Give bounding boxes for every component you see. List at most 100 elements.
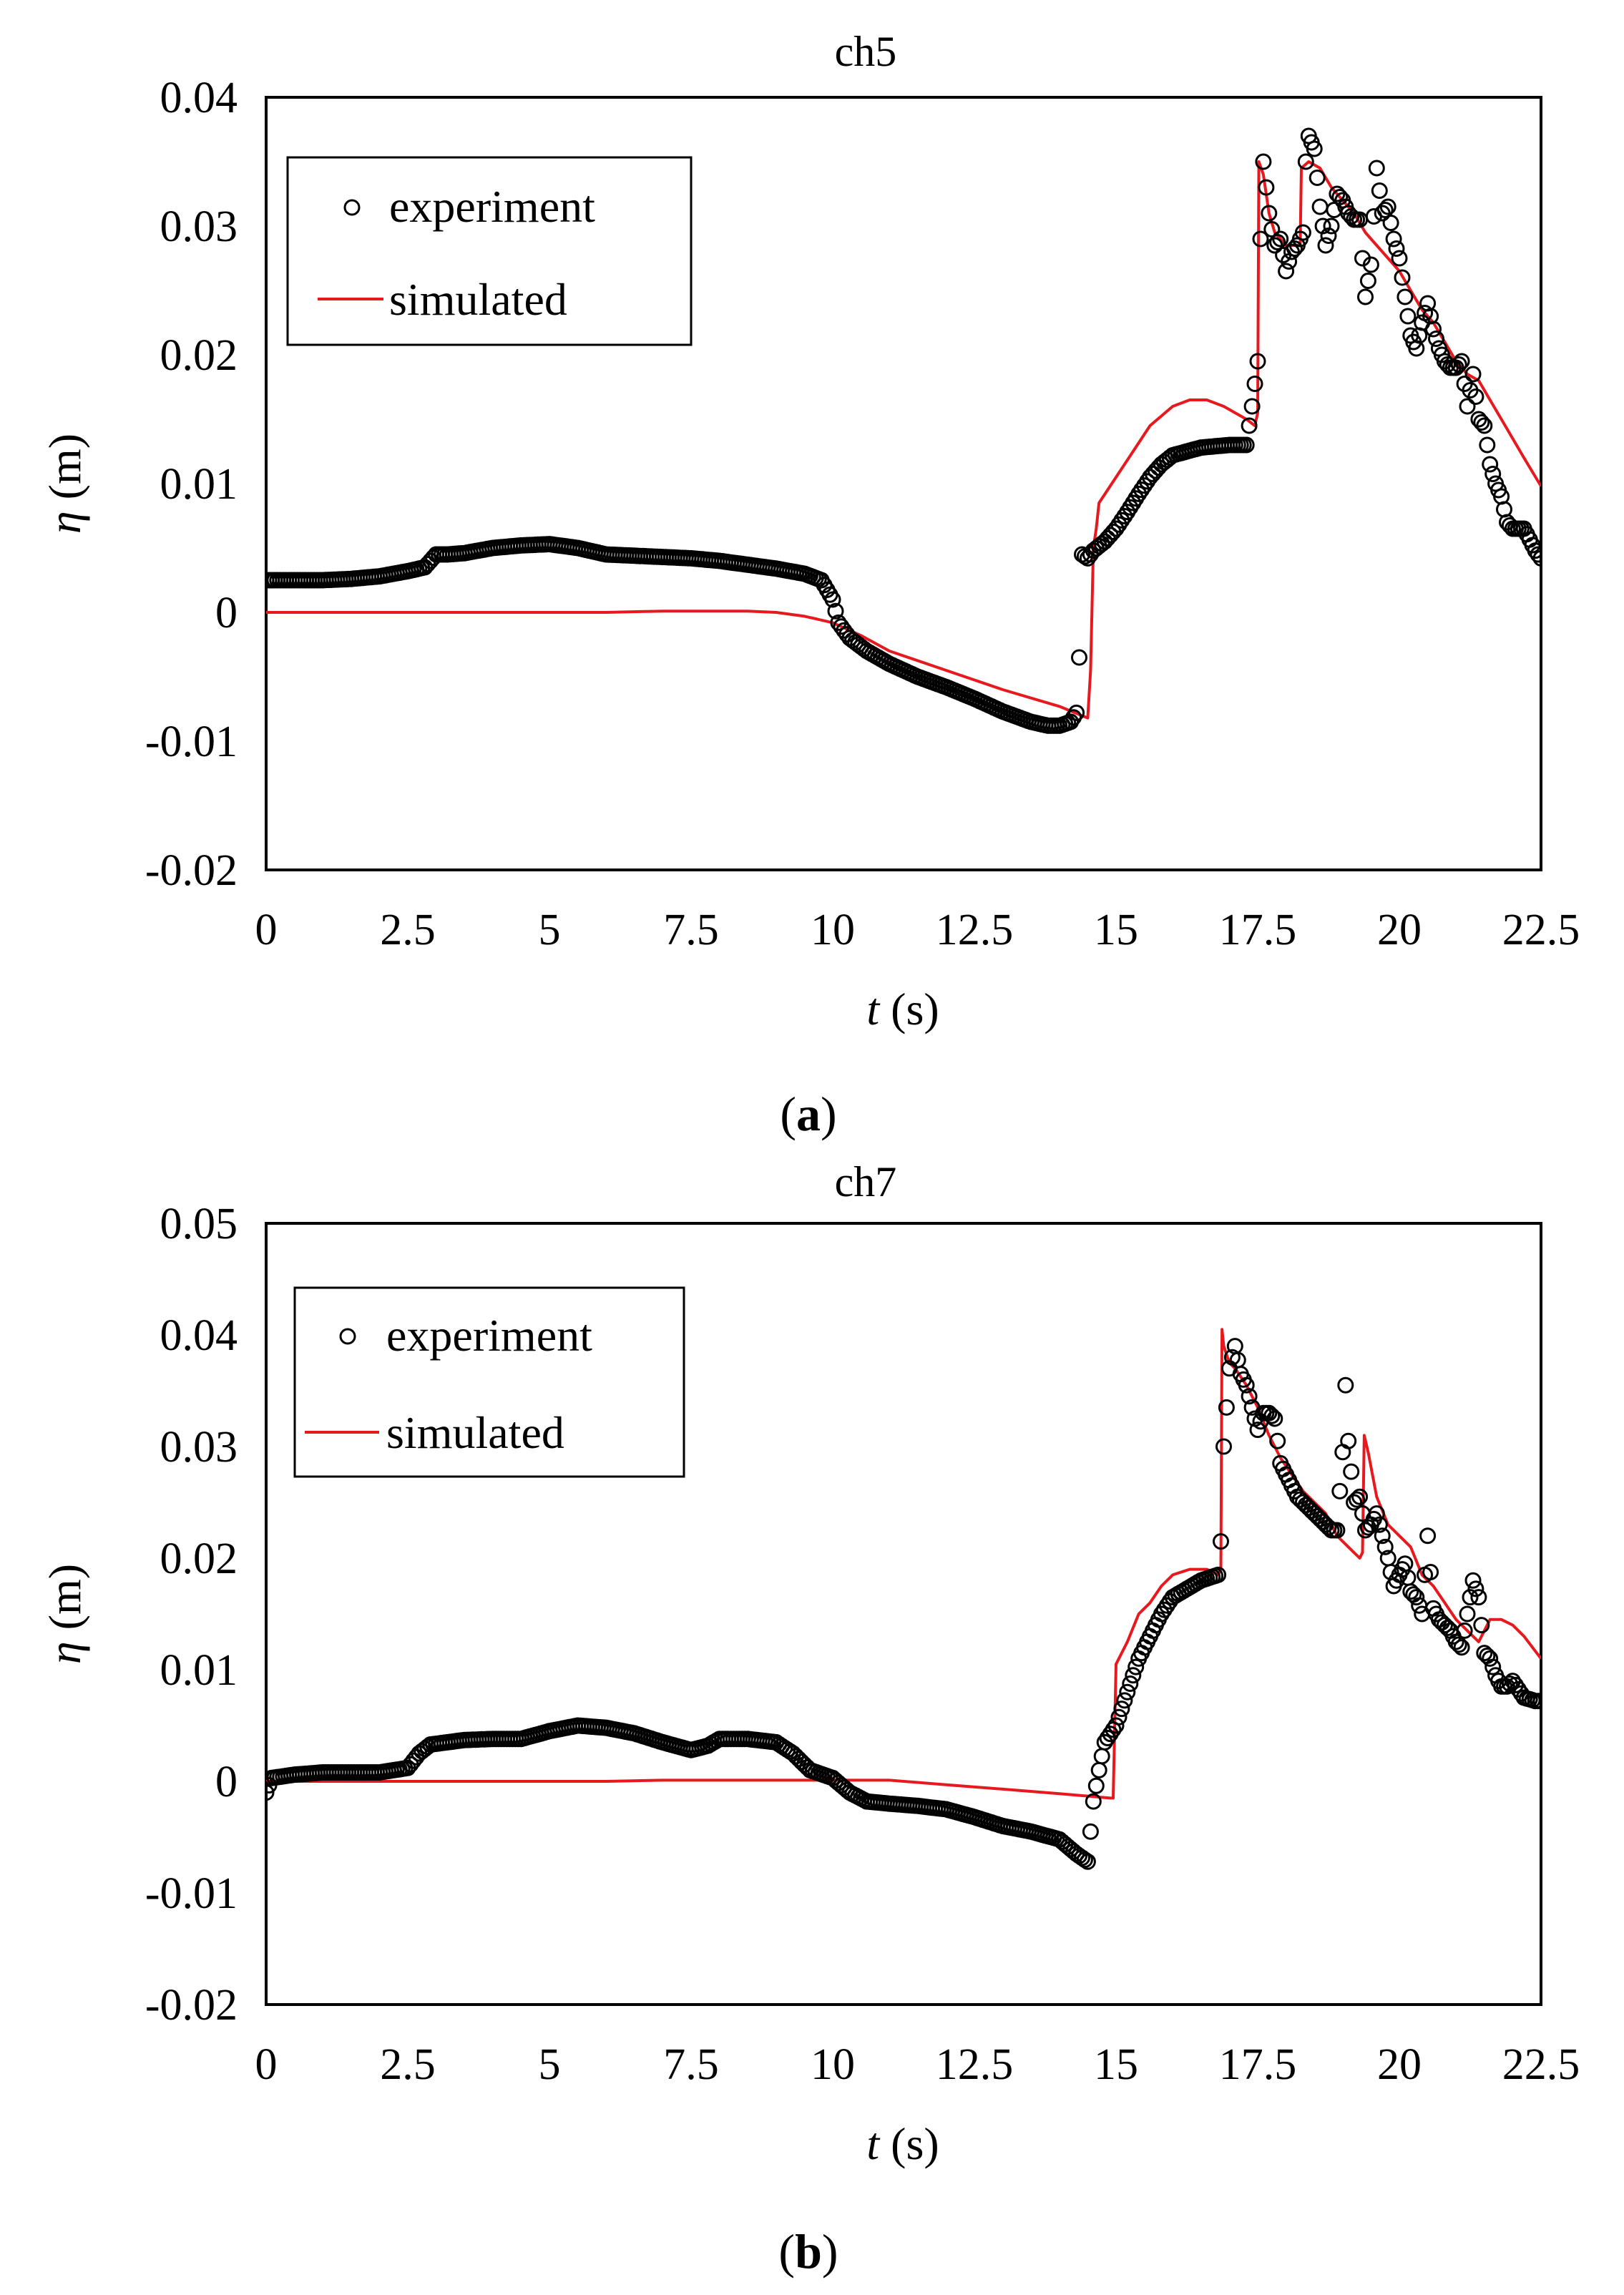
experiment-point [827, 602, 844, 620]
experiment-point [1340, 1432, 1357, 1449]
experiment-point [1320, 227, 1337, 244]
y-tick-label: 0 [215, 589, 238, 637]
experiment-point [1436, 1617, 1453, 1634]
experiment-point [1402, 1583, 1419, 1600]
y-tick-label: 0.02 [160, 331, 238, 380]
experiment-point [1527, 542, 1541, 559]
y-tick-label: 0.03 [160, 202, 238, 251]
experiment-point [1071, 649, 1087, 666]
experiment-point [1252, 230, 1269, 248]
experiment-point [1099, 1730, 1116, 1746]
experiment-point [1110, 516, 1127, 533]
experiment-point [266, 1784, 275, 1801]
legend-experiment-marker [339, 1328, 356, 1345]
experiment-point [1269, 1432, 1286, 1449]
experiment-point [1462, 1589, 1479, 1606]
experiment-point [1255, 153, 1272, 170]
experiment-series-layer [266, 127, 1541, 734]
experiment-point [1125, 1667, 1142, 1684]
experiment-point [1096, 1733, 1113, 1751]
experiment-point [1261, 205, 1278, 222]
experiment-point [1504, 1673, 1521, 1690]
experiment-point [1241, 1388, 1258, 1405]
experiment-point [1107, 520, 1125, 537]
x-tick-label: 7.5 [663, 906, 719, 954]
experiment-point [1374, 1527, 1391, 1545]
legend: experiment simulated [293, 1286, 685, 1478]
x-tick-labels: 0 2.5 5 7.5 10 12.5 15 17.5 20 22.5 [255, 906, 1580, 954]
experiment-point [1210, 1566, 1227, 1583]
legend-box [286, 156, 693, 346]
experiment-point [1294, 1494, 1311, 1511]
experiment-point [1102, 1726, 1119, 1743]
experiment-point [1453, 1639, 1470, 1656]
experiment-point [1467, 388, 1484, 405]
chart-title-ch7: ch7 [835, 1158, 897, 1205]
experiment-point [1243, 398, 1261, 415]
experiment-point [1439, 1620, 1456, 1636]
x-tick-label: 15 [1094, 906, 1138, 954]
experiment-point [788, 1748, 804, 1765]
experiment-point [1136, 477, 1153, 494]
experiment-point [1351, 1488, 1369, 1505]
experiment-point [1382, 215, 1399, 231]
experiment-point [1278, 263, 1295, 280]
legend-experiment-marker [343, 199, 361, 216]
experiment-point [1456, 1622, 1473, 1639]
experiment-point [1294, 224, 1311, 241]
experiment-point [1238, 1376, 1255, 1394]
experiment-point [1433, 1614, 1450, 1631]
experiment-point [1371, 182, 1388, 199]
y-tick-label: 0.04 [160, 74, 238, 122]
plot-area [266, 1328, 1541, 1870]
experiment-point [1447, 1633, 1464, 1650]
experiment-point [1291, 1491, 1309, 1508]
legend-experiment-label: experiment [389, 181, 595, 232]
experiment-point [1430, 1611, 1447, 1628]
experiment-point [1385, 230, 1402, 248]
experiment-point [1464, 1572, 1482, 1589]
experiment-point [1349, 1491, 1366, 1508]
y-tick-label: 0.04 [160, 1311, 238, 1360]
experiment-point [1362, 256, 1379, 273]
experiment-point [1476, 1645, 1493, 1662]
experiment-point [1510, 1680, 1527, 1698]
x-tick-label: 5 [539, 906, 561, 954]
experiment-point [1314, 1513, 1331, 1530]
experiment-point [1079, 1853, 1096, 1870]
experiment-point [1300, 1499, 1317, 1517]
y-tick-label: 0.02 [160, 1535, 238, 1583]
experiment-point [1119, 1683, 1136, 1701]
experiment-point [1399, 308, 1417, 325]
experiment-point [1272, 230, 1289, 248]
experiment-point [1116, 508, 1133, 524]
experiment-point [1068, 704, 1085, 721]
x-tick-label: 17.5 [1219, 906, 1297, 954]
experiment-point [1076, 1851, 1093, 1869]
x-tick-label: 22.5 [1502, 2040, 1580, 2089]
experiment-point [1258, 179, 1275, 196]
x-tick-label: 2.5 [380, 2040, 436, 2089]
experiment-point [1464, 366, 1482, 383]
experiment-point [1343, 1463, 1360, 1480]
y-tick-label: 0.05 [160, 1200, 238, 1248]
experiment-point [1467, 1580, 1484, 1597]
experiment-point [1476, 417, 1493, 434]
legend-simulated-label: simulated [386, 1407, 564, 1458]
experiment-point [1357, 1522, 1374, 1539]
legend-experiment-label: experiment [386, 1310, 592, 1361]
experiment-point [1371, 1516, 1388, 1533]
experiment-point [793, 1753, 810, 1771]
experiment-point [1249, 353, 1266, 370]
experiment-point [1484, 466, 1502, 482]
experiment-point [1459, 1605, 1476, 1623]
experiment-point [1311, 1510, 1329, 1527]
experiment-point [1107, 1717, 1125, 1734]
experiment-point [1396, 288, 1414, 305]
experiment-point [1337, 1376, 1354, 1394]
experiment-point [1484, 1658, 1502, 1675]
experiment-point [1085, 1793, 1102, 1810]
y-tick-labels: 0.04 0.03 0.02 0.01 0 -0.01 -0.02 [145, 74, 238, 895]
y-tick-label: -0.02 [145, 1981, 238, 2030]
experiment-point [1155, 1601, 1173, 1618]
